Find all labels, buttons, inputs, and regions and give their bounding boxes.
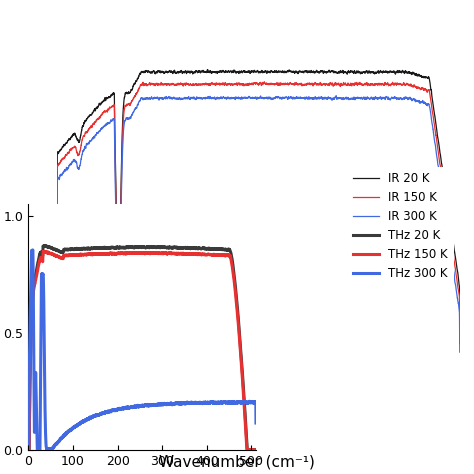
IR 150 K: [425, 89, 430, 95]
THz 150 K: [213, 252, 219, 258]
IR 20 K: [445, 201, 450, 206]
IR 150 K: [54, 265, 60, 271]
IR 300 K: [246, 94, 251, 100]
THz 20 K: [247, 448, 253, 454]
IR 150 K: [457, 340, 463, 346]
THz 20 K: [253, 447, 259, 453]
IR 300 K: [227, 96, 232, 101]
IR 20 K: [54, 257, 60, 263]
IR 150 K: [223, 82, 229, 87]
THz 300 K: [26, 447, 31, 453]
THz 150 K: [26, 447, 31, 453]
THz 20 K: [173, 245, 179, 250]
Line: THz 300 K: THz 300 K: [28, 250, 256, 451]
IR 300 K: [457, 349, 463, 355]
THz 300 K: [36, 448, 42, 454]
THz 300 K: [30, 247, 36, 253]
THz 300 K: [67, 428, 73, 433]
IR 150 K: [445, 212, 450, 218]
IR 20 K: [457, 334, 463, 340]
THz 150 K: [162, 250, 168, 256]
THz 20 K: [213, 246, 219, 252]
THz 300 K: [213, 400, 219, 405]
IR 300 K: [425, 102, 430, 108]
Line: IR 150 K: IR 150 K: [57, 82, 460, 343]
IR 20 K: [246, 68, 251, 74]
IR 150 K: [262, 79, 267, 85]
THz 20 K: [195, 246, 201, 252]
IR 20 K: [223, 69, 229, 75]
IR 20 K: [425, 75, 430, 81]
IR 150 K: [227, 81, 232, 86]
Line: THz 20 K: THz 20 K: [28, 246, 256, 451]
THz 20 K: [42, 243, 47, 249]
THz 20 K: [67, 246, 73, 252]
IR 300 K: [333, 93, 339, 99]
IR 150 K: [246, 81, 251, 87]
IR 300 K: [445, 227, 450, 233]
THz 20 K: [26, 447, 31, 453]
IR 20 K: [227, 69, 232, 75]
Line: IR 300 K: IR 300 K: [57, 96, 460, 352]
Line: THz 150 K: THz 150 K: [28, 251, 256, 451]
THz 150 K: [251, 448, 257, 454]
IR 300 K: [223, 95, 229, 101]
IR 20 K: [205, 67, 210, 73]
IR 300 K: [54, 273, 60, 279]
THz 150 K: [40, 248, 46, 254]
THz 150 K: [112, 251, 118, 256]
THz 300 K: [173, 401, 179, 406]
Line: IR 20 K: IR 20 K: [57, 70, 460, 337]
THz 150 K: [253, 447, 259, 453]
Text: Wavenumber (cm⁻¹): Wavenumber (cm⁻¹): [159, 454, 315, 469]
THz 300 K: [195, 400, 201, 406]
IR 300 K: [347, 96, 353, 102]
Legend: IR 20 K, IR 150 K, IR 300 K, THz 20 K, THz 150 K, THz 300 K: IR 20 K, IR 150 K, IR 300 K, THz 20 K, T…: [347, 166, 454, 286]
THz 300 K: [253, 420, 259, 426]
THz 150 K: [195, 251, 201, 256]
THz 150 K: [67, 252, 73, 258]
IR 20 K: [347, 70, 353, 75]
IR 150 K: [347, 82, 353, 88]
THz 20 K: [162, 245, 168, 250]
THz 150 K: [173, 251, 179, 256]
THz 300 K: [162, 401, 168, 407]
THz 300 K: [113, 408, 118, 413]
THz 20 K: [112, 245, 118, 250]
